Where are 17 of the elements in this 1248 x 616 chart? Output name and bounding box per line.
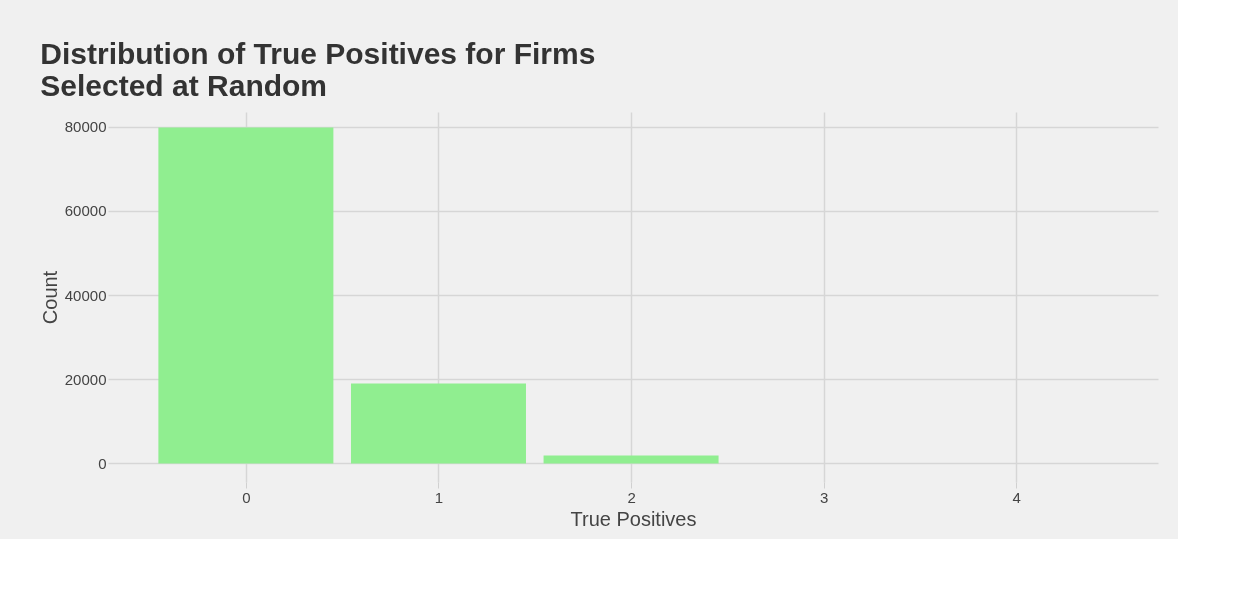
- bar: [543, 455, 719, 464]
- x-tick-label: 4: [1012, 488, 1021, 506]
- y-tick-label: 40000: [64, 286, 107, 304]
- x-axis-title: True Positives: [570, 507, 697, 530]
- text: Distribution of True Positives for Firms: [40, 37, 596, 70]
- y-tick-label: 60000: [64, 202, 107, 220]
- bar: [350, 383, 526, 464]
- y-tick-label: 80000: [64, 118, 107, 136]
- x-tick-label: 1: [434, 488, 444, 506]
- y-tick-label: 20000: [64, 370, 107, 388]
- x-tick-label: 3: [819, 488, 829, 506]
- y-tick-label: 0: [98, 454, 107, 472]
- x-tick-label: 2: [627, 488, 636, 506]
- bar: [158, 127, 334, 464]
- x-tick-label: 0: [242, 488, 251, 506]
- text: Selected at Random: [40, 69, 328, 102]
- y-axis-title: Count: [38, 270, 61, 325]
